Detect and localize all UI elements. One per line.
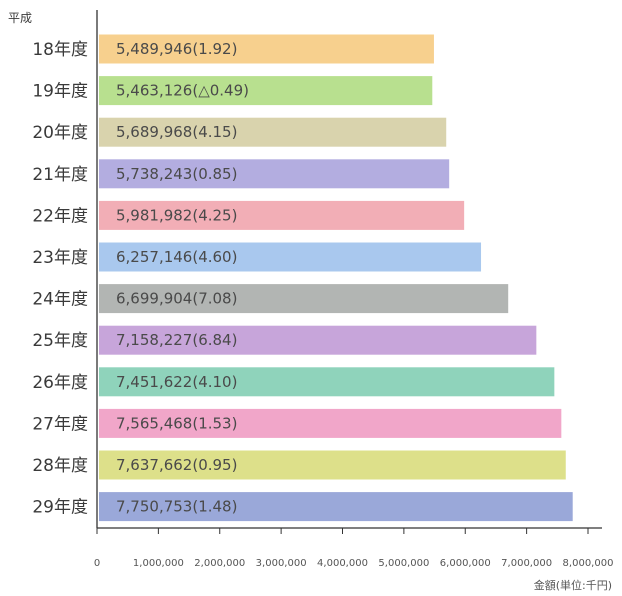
category-label: 24年度: [32, 290, 88, 310]
x-axis-unit-label: 金額(単位:千円): [534, 578, 612, 592]
bar-value-label: 7,158,227(6.84): [116, 331, 237, 349]
x-tick-label: 8,000,000: [563, 558, 614, 569]
category-label: 28年度: [32, 456, 88, 476]
x-tick-label: 3,000,000: [256, 558, 307, 569]
category-label: 18年度: [32, 40, 88, 60]
bar-value-label: 5,463,126(△0.49): [116, 82, 249, 100]
bar: [99, 325, 537, 355]
x-tick-label: 4,000,000: [317, 558, 368, 569]
x-tick-label: 7,000,000: [501, 558, 552, 569]
bar-value-label: 7,451,622(4.10): [116, 373, 237, 391]
bar: [99, 117, 447, 147]
category-label: 20年度: [32, 123, 88, 143]
x-tick-label: 0: [94, 558, 100, 569]
bar: [99, 242, 482, 272]
bar: [99, 450, 566, 480]
bar: [99, 76, 433, 106]
bar: [99, 284, 509, 314]
bar-value-label: 7,637,662(0.95): [116, 456, 237, 474]
category-label: 27年度: [32, 414, 88, 434]
category-label: 26年度: [32, 373, 88, 393]
x-tick-label: 1,000,000: [133, 558, 184, 569]
bar: [99, 34, 434, 64]
bar-value-label: 6,257,146(4.60): [116, 248, 237, 266]
bar: [99, 367, 555, 397]
bar-value-label: 7,750,753(1.48): [116, 498, 237, 516]
x-tick-label: 2,000,000: [194, 558, 245, 569]
bar: [99, 159, 450, 189]
bar-value-label: 5,689,968(4.15): [116, 123, 237, 141]
category-label: 29年度: [32, 498, 88, 518]
bar-value-label: 5,489,946(1.92): [116, 40, 237, 58]
category-label: 21年度: [32, 165, 88, 185]
x-tick-label: 5,000,000: [378, 558, 429, 569]
bar: [99, 408, 562, 438]
category-label: 22年度: [32, 206, 88, 226]
bar: [99, 492, 573, 522]
bar-value-label: 6,699,904(7.08): [116, 290, 237, 308]
era-label: 平成: [8, 11, 32, 25]
bar-value-label: 5,738,243(0.85): [116, 165, 237, 183]
bar: [99, 200, 465, 230]
x-tick-label: 6,000,000: [440, 558, 491, 569]
x-ticks-group: 0 1,000,000 2,000,000 3,000,000 4,000,000 5,0…: [94, 528, 614, 569]
bar-value-label: 5,981,982(4.25): [116, 206, 237, 224]
category-label: 25年度: [32, 331, 88, 351]
category-label: 19年度: [32, 82, 88, 102]
bar-value-label: 7,565,468(1.53): [116, 414, 237, 432]
bars-group: 18年度 5,489,946(1.92) 19年度 5,463,126(△0.49) 2…: [32, 34, 573, 522]
category-label: 23年度: [32, 248, 88, 268]
